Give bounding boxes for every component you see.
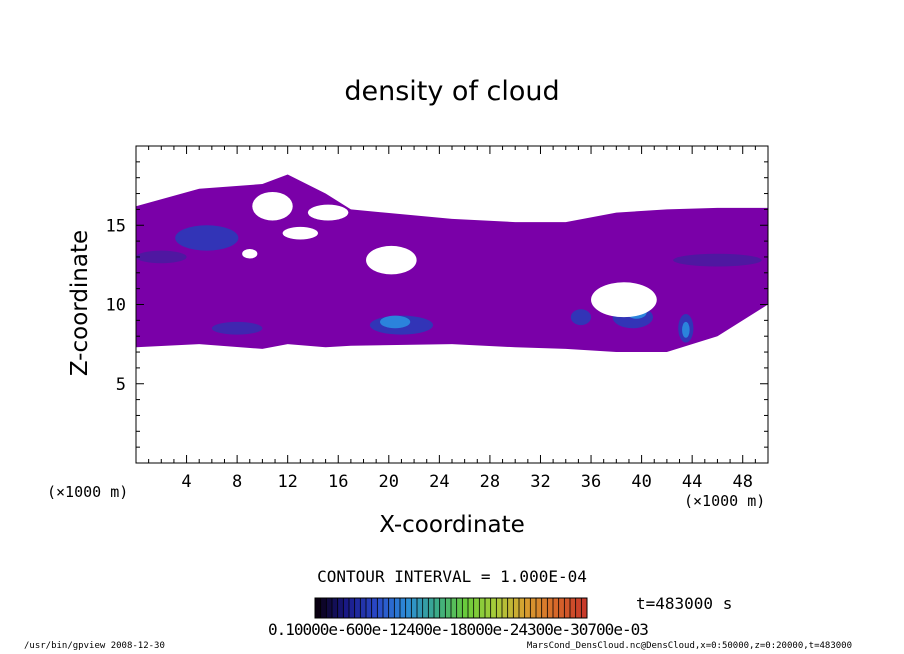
- colorbar-cell: [383, 598, 389, 618]
- colorbar-cell: [394, 598, 401, 618]
- colorbar-labels: 0.10000e-600e-12400e-18000e-24300e-30700…: [268, 620, 649, 639]
- y-tick-label: 10: [106, 296, 126, 316]
- chart-title: density of cloud: [344, 76, 560, 107]
- density-patch-8: [211, 321, 263, 335]
- colorbar-cell: [434, 598, 440, 618]
- y-tick-label: 5: [116, 375, 126, 395]
- colorbar-cell: [315, 598, 321, 618]
- density-patch-7: [570, 309, 592, 326]
- colorbar-cell: [479, 598, 486, 618]
- x-tick-label: 16: [328, 472, 348, 492]
- x-tick-label: 4: [181, 472, 191, 492]
- colorbar-cell: [485, 598, 491, 618]
- colorbar-cell: [462, 598, 469, 618]
- colorbar-cell: [400, 598, 406, 618]
- colorbar-cell: [371, 598, 378, 618]
- colorbar-cell: [473, 598, 480, 618]
- footer-right: MarsCond_DensCloud.nc@DensCloud,x=0:5000…: [526, 641, 852, 651]
- colorbar-cell: [326, 598, 333, 618]
- y-tick-label: 15: [106, 216, 126, 236]
- x-tick-label: 40: [631, 472, 651, 492]
- colorbar-cell: [405, 598, 412, 618]
- x-tick-label: 36: [581, 472, 601, 492]
- clear-gap-0: [252, 191, 293, 221]
- density-patch-5: [682, 321, 690, 338]
- density-patch-10: [136, 250, 187, 264]
- x-axis-unit: (×1000 m): [684, 492, 766, 510]
- colorbar-cell: [343, 598, 350, 618]
- clear-gap-1: [307, 204, 349, 221]
- colorbar-cell: [349, 598, 355, 618]
- x-tick-label: 20: [379, 472, 399, 492]
- colorbar-cell: [502, 598, 508, 618]
- colorbar-cell: [320, 598, 327, 618]
- colorbar-cell: [553, 598, 559, 618]
- colorbar-cell: [354, 598, 361, 618]
- colorbar-cell: [541, 598, 548, 618]
- colorbar-cell: [445, 598, 452, 618]
- x-tick-label: 24: [429, 472, 449, 492]
- footer-left: /usr/bin/gpview 2008-12-30: [24, 641, 165, 651]
- clear-gap-3: [282, 226, 319, 240]
- clear-gap-4: [591, 282, 657, 318]
- colorbar-cell: [575, 598, 582, 618]
- time-label: t=483000 s: [636, 594, 733, 613]
- colorbar-cell: [547, 598, 554, 618]
- colorbar-cell: [422, 598, 429, 618]
- colorbar-cell: [581, 598, 588, 618]
- density-patch-9: [673, 253, 762, 267]
- x-tick-label: 32: [530, 472, 550, 492]
- colorbar-cell: [377, 598, 384, 618]
- colorbar-cell: [570, 598, 576, 618]
- clear-gap-5: [242, 249, 258, 259]
- colorbar-cell: [337, 598, 344, 618]
- x-tick-label: 28: [480, 472, 500, 492]
- y-axis-unit: (×1000 m): [47, 483, 129, 501]
- colorbar-cell: [428, 598, 435, 618]
- contour-interval: CONTOUR INTERVAL = 1.000E-04: [317, 567, 587, 586]
- colorbar-cell: [332, 598, 338, 618]
- colorbar-cell: [451, 598, 457, 618]
- colorbar-cell: [507, 598, 514, 618]
- colorbar-cell: [366, 598, 372, 618]
- colorbar-cell: [439, 598, 446, 618]
- colorbar-cell: [456, 598, 463, 618]
- colorbar-cell: [564, 598, 571, 618]
- colorbar-cell: [417, 598, 423, 618]
- colorbar-cell: [360, 598, 367, 618]
- x-axis-label: X-coordinate: [379, 512, 525, 538]
- colorbar: [314, 597, 588, 619]
- x-tick-label: 8: [232, 472, 242, 492]
- colorbar-cell: [411, 598, 418, 618]
- colorbar-cell: [530, 598, 537, 618]
- colorbar-cell: [519, 598, 525, 618]
- cloud-field: [136, 174, 768, 353]
- colorbar-cell: [558, 598, 565, 618]
- x-tick-label: 12: [277, 472, 297, 492]
- colorbar-frame: [314, 597, 588, 619]
- clear-gap-2: [366, 245, 417, 275]
- x-tick-label: 44: [682, 472, 702, 492]
- colorbar-cell: [524, 598, 531, 618]
- colorbar-cell: [536, 598, 542, 618]
- colorbar-cell: [496, 598, 503, 618]
- density-patch-1: [379, 315, 411, 329]
- x-tick-label: 48: [732, 472, 752, 492]
- density-patch-6: [175, 225, 239, 251]
- colorbar-cell: [513, 598, 520, 618]
- colorbar-cell: [388, 598, 395, 618]
- y-axis-label: Z-coordinate: [67, 229, 93, 377]
- colorbar-cell: [468, 598, 474, 618]
- colorbar-cell: [490, 598, 497, 618]
